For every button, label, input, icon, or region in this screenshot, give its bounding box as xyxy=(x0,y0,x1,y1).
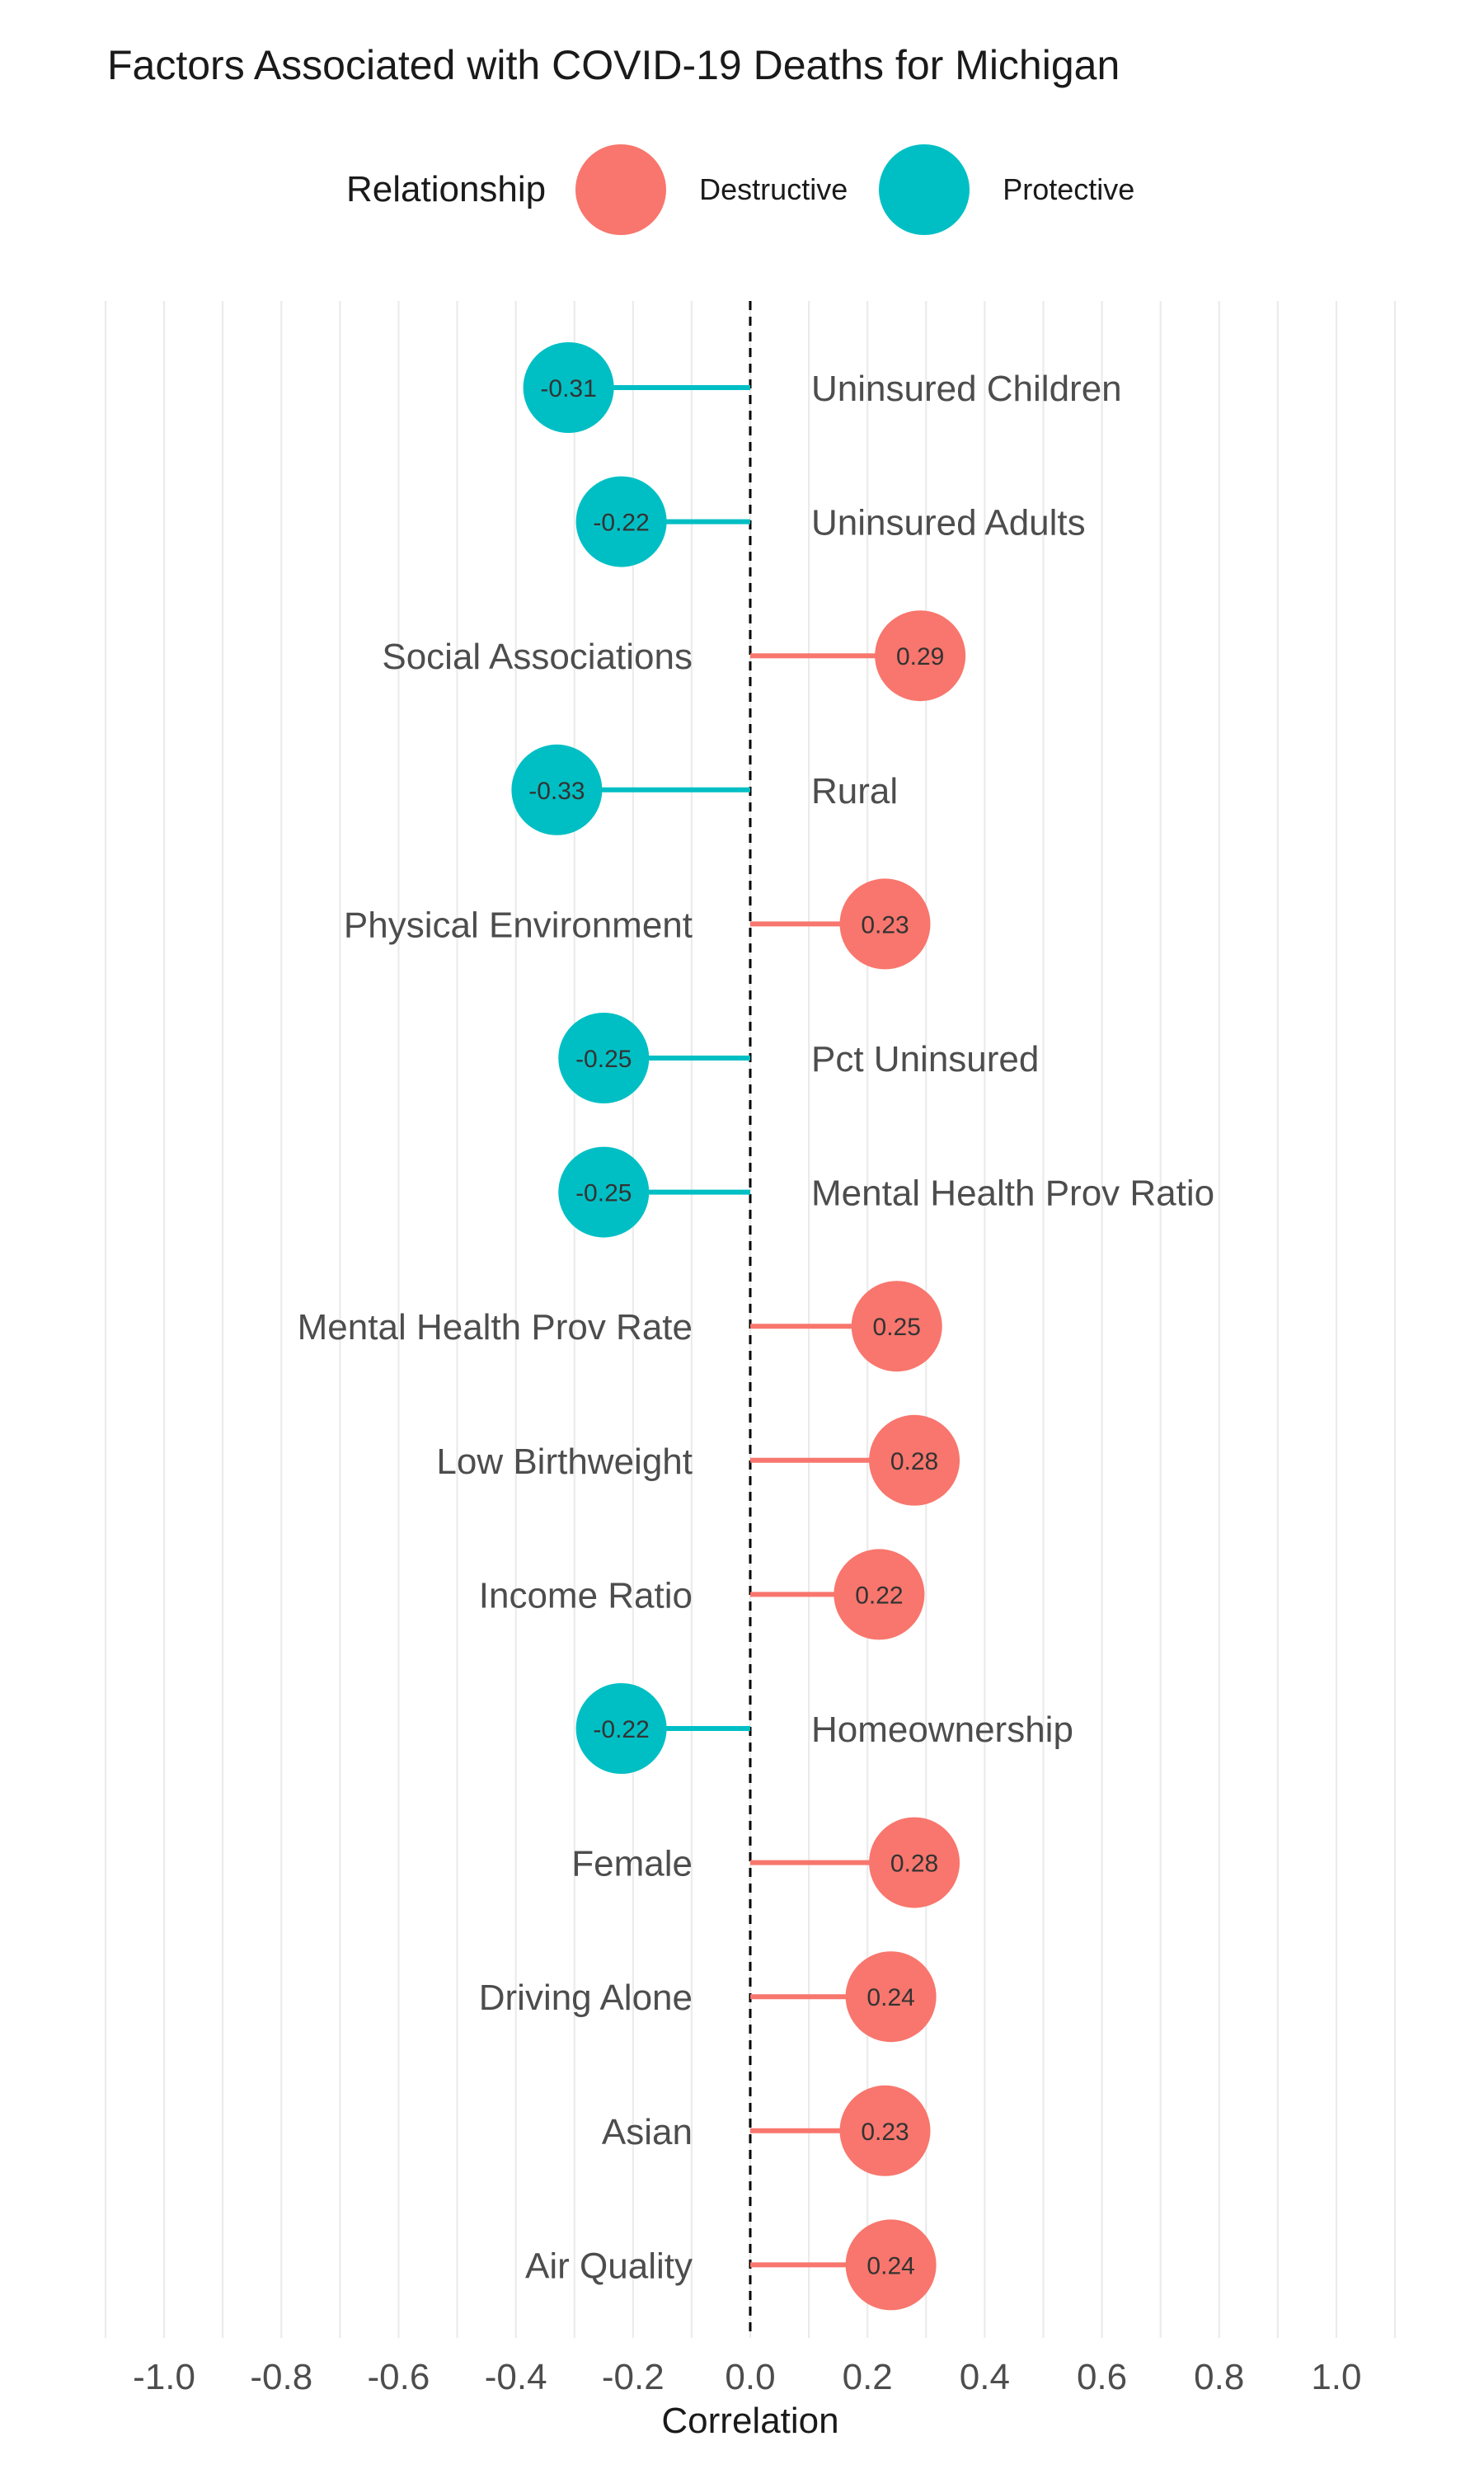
value-label: -0.22 xyxy=(593,1716,649,1743)
x-tick-label: -0.4 xyxy=(485,2357,547,2397)
point-dot xyxy=(839,2085,931,2176)
x-axis-ticks: -1.0 -0.8 -0.6 -0.4 -0.2 0.0 0.2 0.4 0.6 0.8 1.0 xyxy=(133,2357,1361,2397)
chart-title: Factors Associated with COVID-19 Deaths … xyxy=(107,42,1120,88)
value-label: -0.22 xyxy=(593,510,649,537)
value-label: 0.23 xyxy=(861,2119,909,2146)
category-label: Low Birthweight xyxy=(436,1442,693,1482)
category-labels: Uninsured Children Uninsured Adults Social… xyxy=(298,369,1214,2286)
value-label: -0.31 xyxy=(540,375,596,402)
point-dot xyxy=(839,878,931,970)
legend: Relationship Destructive Protective xyxy=(346,144,1166,235)
point-dot xyxy=(845,2219,937,2311)
point-dot xyxy=(558,1013,650,1103)
point-dot xyxy=(834,1549,925,1640)
category-label: Female xyxy=(571,1844,693,1884)
x-tick-label: 1.0 xyxy=(1311,2357,1361,2397)
category-label: Mental Health Prov Ratio xyxy=(811,1174,1214,1214)
x-axis-title: Correlation xyxy=(661,2401,838,2441)
point-dot xyxy=(869,1414,960,1506)
legend-label-protective: Protective xyxy=(1003,172,1135,206)
value-label: -0.25 xyxy=(575,1046,632,1073)
gridlines xyxy=(104,301,1397,2338)
value-label: 0.23 xyxy=(861,911,909,938)
legend-key-destructive xyxy=(575,144,667,235)
legend-item-protective: Protective xyxy=(879,144,1134,235)
point-dot xyxy=(523,342,614,433)
value-label: 0.29 xyxy=(896,643,944,670)
value-label: 0.24 xyxy=(866,1984,914,2011)
x-tick-label: -0.8 xyxy=(250,2357,312,2397)
legend-key-protective xyxy=(879,144,970,235)
x-tick-label: 0.6 xyxy=(1077,2357,1127,2397)
point-dot xyxy=(869,1817,960,1908)
category-label: Asian xyxy=(602,2112,693,2152)
category-label: Income Ratio xyxy=(479,1575,693,1616)
value-label: 0.24 xyxy=(866,2252,914,2279)
value-label: 0.22 xyxy=(855,1582,903,1609)
category-label: Uninsured Adults xyxy=(811,503,1086,543)
legend-item-destructive: Destructive xyxy=(575,144,848,235)
value-label: -0.33 xyxy=(528,778,585,805)
x-tick-label: 0.8 xyxy=(1194,2357,1244,2397)
legend-label-destructive: Destructive xyxy=(699,172,848,206)
value-label: -0.25 xyxy=(575,1180,632,1207)
category-label: Physical Environment xyxy=(344,905,693,945)
x-tick-label: -0.2 xyxy=(602,2357,665,2397)
point-dot xyxy=(575,1683,667,1774)
point-dot xyxy=(511,744,603,835)
category-label: Uninsured Children xyxy=(811,369,1122,409)
category-label: Air Quality xyxy=(525,2246,693,2286)
x-tick-label: 0.0 xyxy=(725,2357,775,2397)
point-dot xyxy=(845,1951,937,2043)
point-dot xyxy=(558,1146,650,1238)
point-dot xyxy=(875,610,966,702)
x-tick-label: -0.6 xyxy=(368,2357,430,2397)
category-label: Homeownership xyxy=(811,1710,1073,1750)
category-label: Rural xyxy=(811,771,898,811)
value-label: 0.25 xyxy=(873,1314,921,1341)
x-tick-label: 0.2 xyxy=(843,2357,893,2397)
category-label: Driving Alone xyxy=(479,1978,693,2018)
category-label: Mental Health Prov Rate xyxy=(298,1307,693,1348)
category-label: Pct Uninsured xyxy=(811,1039,1039,1079)
point-dot xyxy=(851,1281,942,1372)
x-tick-label: 0.4 xyxy=(960,2357,1010,2397)
value-label: 0.28 xyxy=(890,1448,938,1475)
category-label: Social Associations xyxy=(382,637,693,677)
point-dot xyxy=(575,476,667,567)
value-label: 0.28 xyxy=(890,1851,938,1878)
x-tick-label: -1.0 xyxy=(133,2357,195,2397)
legend-title: Relationship xyxy=(346,169,547,209)
points: -0.31 -0.22 0.29 -0.33 0.23 -0.25 -0.25 0.25 0.2… xyxy=(511,342,966,2311)
